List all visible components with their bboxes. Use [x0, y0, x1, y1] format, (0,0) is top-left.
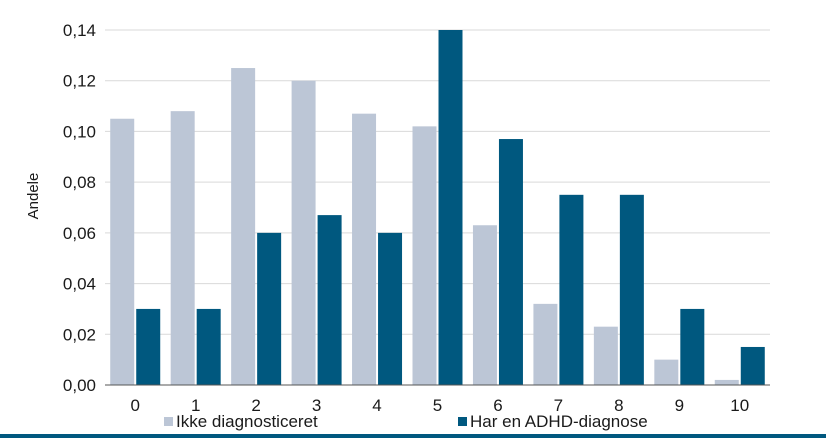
bar-series-0-cat-8: [593, 326, 618, 385]
bar-series-1-cat-1: [196, 308, 221, 385]
y-tick-label: 0,14: [63, 21, 96, 40]
bar-series-0-cat-6: [472, 225, 497, 385]
bar-series-0-cat-9: [654, 359, 679, 385]
bar-series-0-cat-3: [291, 80, 316, 385]
y-axis-ticks: 0,00 0,02 0,04 0,06 0,08 0,10 0,12 0,14: [63, 21, 96, 395]
x-tick-label: 5: [433, 396, 442, 415]
bar-series-0-cat-5: [412, 126, 437, 385]
legend-swatch-adhd-diagnose: [458, 417, 467, 426]
x-axis-ticks: 0 1 2 3 4 5 6 7 8 9 10: [130, 396, 749, 415]
y-tick-label: 0,04: [63, 275, 96, 294]
y-axis-label: Andele: [25, 173, 42, 220]
bar-series-1-cat-5: [438, 30, 463, 385]
y-tick-label: 0,06: [63, 224, 96, 243]
y-tick-label: 0,02: [63, 325, 96, 344]
bar-series-0-cat-4: [352, 113, 377, 385]
bar-series-1-cat-0: [136, 308, 161, 385]
x-tick-label: 6: [493, 396, 502, 415]
bar-series-1-cat-7: [559, 194, 584, 385]
legend: Ikke diagnosticeret Har en ADHD-diagnose: [164, 412, 648, 431]
bar-series-1-cat-3: [317, 215, 342, 385]
bar-series-1-cat-9: [680, 308, 705, 385]
x-tick-label: 10: [730, 396, 749, 415]
bar-series-1-cat-4: [378, 232, 403, 385]
y-tick-label: 0,08: [63, 173, 96, 192]
x-tick-label: 4: [372, 396, 381, 415]
bar-series-0-cat-10: [714, 379, 739, 385]
bar-series-0-cat-0: [110, 118, 135, 385]
bar-series-1-cat-6: [498, 139, 523, 385]
legend-label-adhd-diagnose: Har en ADHD-diagnose: [470, 412, 648, 431]
bars: [110, 30, 765, 386]
bar-series-0-cat-7: [533, 303, 558, 385]
y-tick-label: 0,12: [63, 72, 96, 91]
legend-label-ikke-diagnosticeret: Ikke diagnosticeret: [176, 412, 318, 431]
bar-series-1-cat-10: [740, 346, 765, 385]
y-tick-label: 0,10: [63, 122, 96, 141]
bar-series-1-cat-2: [257, 232, 282, 385]
x-tick-label: 0: [130, 396, 139, 415]
x-tick-label: 1: [191, 396, 200, 415]
x-tick-label: 8: [614, 396, 623, 415]
y-tick-label: 0,00: [63, 376, 96, 395]
legend-swatch-ikke-diagnosticeret: [164, 417, 173, 426]
x-tick-label: 3: [312, 396, 321, 415]
x-tick-label: 7: [554, 396, 563, 415]
x-tick-label: 2: [251, 396, 260, 415]
bar-series-1-cat-8: [619, 194, 644, 385]
bar-series-0-cat-1: [170, 111, 195, 386]
grid-lines: [105, 29, 770, 335]
x-tick-label: 9: [675, 396, 684, 415]
bar-series-0-cat-2: [231, 68, 256, 386]
